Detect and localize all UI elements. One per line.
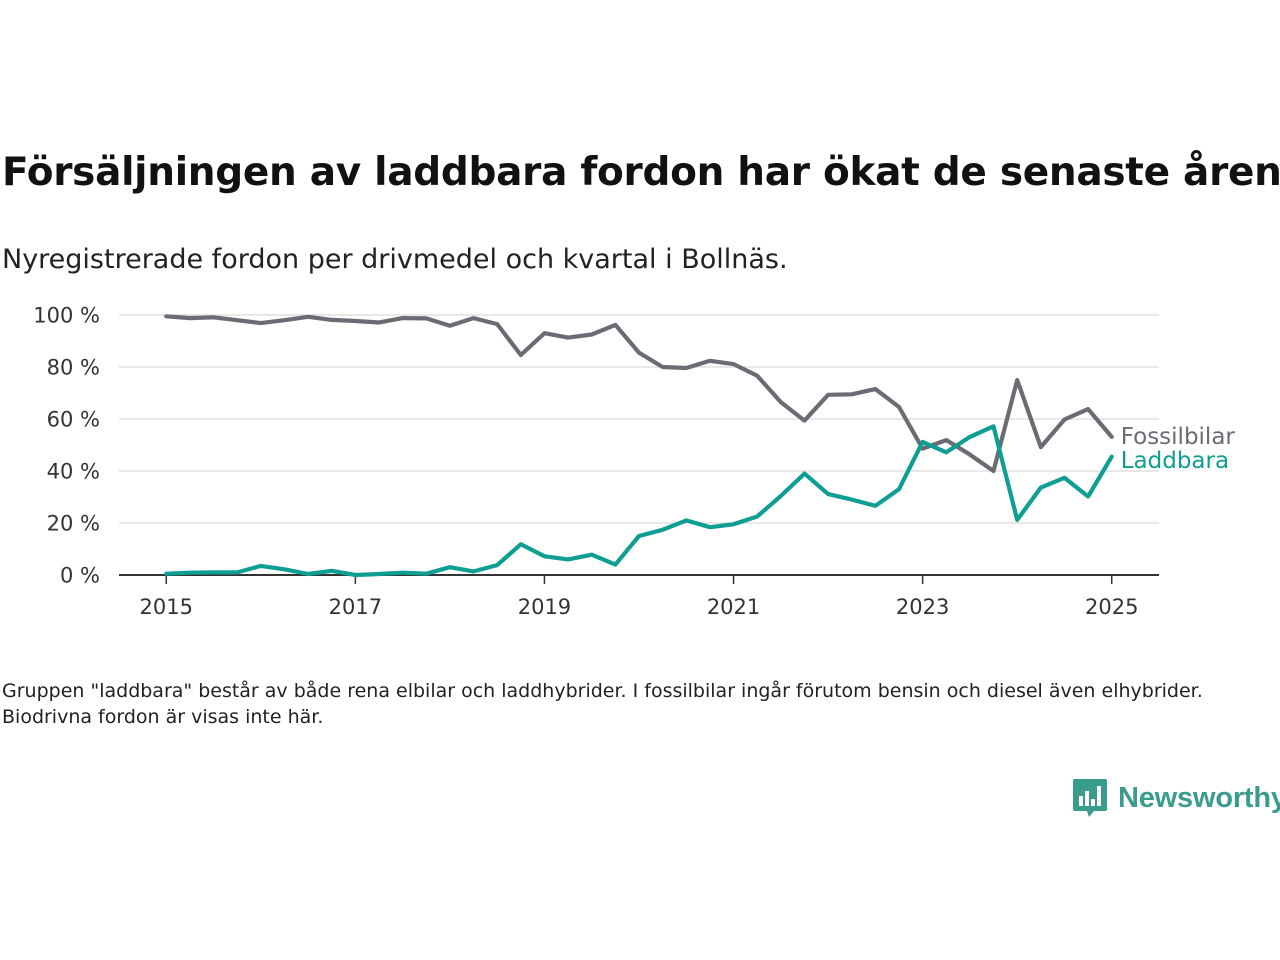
series-label-fossilbilar: Fossilbilar — [1121, 424, 1236, 450]
x-tick-label: 2023 — [896, 595, 949, 619]
brand-logo: Newsworthy — [1072, 776, 1280, 820]
y-tick-label: 100 % — [33, 304, 100, 328]
axes: 0 % 20 % 40 % 60 % 80 % 100 % 2015 2017 2019 2021… — [33, 304, 1159, 619]
x-tick-label: 2015 — [140, 595, 193, 619]
y-tick-label: 60 % — [47, 408, 100, 432]
gridlines — [119, 314, 1159, 524]
line-chart: 0 % 20 % 40 % 60 % 80 % 100 % 2015 2017 2019 2021… — [33, 304, 1236, 620]
x-tick-label: 2019 — [518, 595, 571, 619]
y-tick-label: 0 % — [60, 564, 100, 588]
brand-name: Newsworthy — [1118, 781, 1280, 814]
chart-footnote: Gruppen "laddbara" består av både rena e… — [2, 680, 1203, 728]
y-tick-label: 20 % — [47, 512, 100, 536]
chart-title: Försäljningen av laddbara fordon har öka… — [2, 150, 1280, 195]
series-lines — [164, 314, 1114, 578]
chart-subtitle: Nyregistrerade fordon per drivmedel och … — [2, 244, 788, 275]
series-line-fossilbilar — [164, 314, 1114, 474]
newsworthy-logo-icon — [1073, 779, 1107, 817]
y-tick-label: 40 % — [47, 460, 100, 484]
x-tick-label: 2017 — [329, 595, 382, 619]
y-tick-label: 80 % — [47, 356, 100, 380]
series-line-laddbara — [164, 424, 1114, 578]
x-tick-label: 2025 — [1085, 595, 1138, 619]
series-label-laddbara: Laddbara — [1121, 448, 1229, 474]
x-tick-label: 2021 — [707, 595, 760, 619]
